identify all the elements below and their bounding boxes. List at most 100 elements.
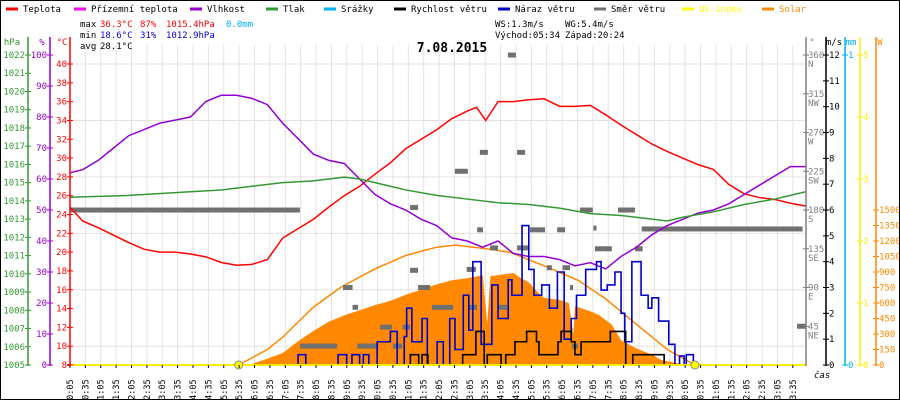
pct-tick-label: 60	[36, 175, 47, 185]
legend-label: Tlak	[283, 5, 305, 15]
solar-tick-label: 900	[879, 268, 895, 278]
wind-axis-unit: m/s	[826, 38, 842, 48]
stats-wg: WG:5.4m/s	[565, 20, 614, 30]
series-line-tlak	[69, 176, 806, 222]
wind-direction-mark	[579, 207, 593, 213]
x-tick-label: 10:35	[389, 379, 399, 400]
temp-tick-label: 32	[56, 135, 67, 145]
x-tick-label: 09:35	[358, 379, 368, 400]
solar-tick-label: 150	[879, 346, 895, 356]
stats-max-hum: 87%	[140, 20, 157, 30]
x-tick-label: 22:35	[758, 379, 768, 400]
axes: 00:05 00:35 01:05 01:35 02:05 02:35 03:05 03:35…	[3, 37, 900, 400]
dir-compass-label: NW	[808, 99, 819, 109]
uv-tick-label: 0	[863, 361, 868, 371]
temp-tick-label: 18	[56, 267, 67, 277]
stats-ws: WS:1.3m/s	[495, 20, 544, 30]
series-layer	[67, 94, 806, 370]
stats-max-label: max	[80, 20, 97, 30]
x-tick-label: 21:05	[712, 379, 722, 400]
wind-tick-label: 2	[829, 309, 834, 319]
temp-tick-label: 34	[56, 116, 67, 126]
dir-tick-label: 135	[808, 245, 824, 255]
x-tick-label: 18:35	[635, 379, 645, 400]
legend-item: UV index	[682, 5, 743, 15]
temp-tick-label: 12	[56, 323, 67, 333]
stats-min-label: min	[80, 31, 96, 41]
wind-direction-mark	[507, 52, 516, 58]
solar-tick-label: 1500	[879, 206, 900, 216]
hpa-tick-label: 1012	[3, 233, 25, 243]
x-tick-label: 01:05	[97, 379, 107, 400]
x-tick-label: 02:05	[127, 379, 137, 400]
legend: Teplota Přízemní teplota Vlhkost Tlak Srážky…	[6, 5, 807, 15]
stats-avg-temp: 28.1°C	[100, 42, 133, 52]
x-tick-label: 05:35	[235, 379, 245, 400]
x-tick-label: 06:05	[251, 379, 261, 400]
legend-label: Teplota	[23, 5, 61, 15]
x-tick-label: 05:05	[220, 379, 230, 400]
x-axis-label: čas	[814, 370, 830, 381]
wind-direction-mark	[379, 324, 392, 330]
legend-item: Rychlost větru	[394, 5, 487, 15]
x-tick-label: 07:35	[297, 379, 307, 400]
stats-max-rain: 0.0mm	[226, 20, 253, 30]
solar-tick-label: 1200	[879, 237, 900, 247]
wind-direction-mark	[634, 246, 643, 252]
rain-axis-unit: mm	[846, 38, 857, 48]
wind-tick-label: 7	[829, 180, 834, 190]
stats-max-press: 1015.4hPa	[166, 20, 215, 30]
dir-compass-label: SE	[808, 254, 819, 264]
x-tick-label: 11:35	[420, 379, 430, 400]
wind-direction-mark	[593, 225, 597, 231]
legend-label: Srážky	[341, 5, 374, 15]
x-tick-label: 18:05	[620, 379, 630, 400]
pct-tick-label: 70	[36, 144, 47, 154]
wind-direction-mark	[797, 323, 806, 329]
x-tick-label: 23:35	[789, 379, 799, 400]
hpa-tick-label: 1009	[3, 288, 25, 298]
wind-tick-label: 5	[829, 232, 834, 242]
legend-label: Směr větru	[611, 5, 665, 15]
dir-compass-label: S	[808, 215, 813, 225]
uv-tick-label: 4	[863, 113, 868, 123]
pct-tick-label: 20	[36, 299, 47, 309]
pct-tick-label: 90	[36, 82, 47, 92]
uv-tick-label: 1	[863, 299, 868, 309]
wind-direction-mark	[594, 246, 612, 252]
x-tick-label: 21:35	[727, 379, 737, 400]
wind-direction-mark	[410, 267, 419, 273]
stats-block: max 36.3°C 87% 1015.4hPa 0.0mm min 18.6°…	[80, 20, 625, 52]
wind-tick-label: 10	[829, 103, 840, 113]
x-tick-label: 00:35	[81, 379, 91, 400]
wind-direction-mark	[418, 285, 431, 291]
x-tick-label: 15:35	[543, 379, 553, 400]
wind-direction-mark	[352, 304, 359, 310]
hpa-tick-label: 1018	[3, 124, 25, 134]
series-line-n-raz-v-tru	[67, 224, 806, 366]
pct-tick-label: 40	[36, 237, 47, 247]
pct-tick-label: 100	[31, 51, 47, 61]
dir-tick-label: 360	[808, 51, 824, 61]
x-tick-label: 20:35	[697, 379, 707, 400]
wind-direction-mark	[454, 168, 468, 174]
hpa-tick-label: 1006	[3, 343, 25, 353]
hpa-axis-unit: hPa	[4, 38, 20, 48]
x-tick-label: 03:35	[174, 379, 184, 400]
x-tick-label: 10:05	[374, 379, 384, 400]
temp-tick-label: 30	[56, 154, 67, 164]
wind-tick-label: 6	[829, 206, 834, 216]
dir-compass-label: NE	[808, 331, 819, 341]
x-tick-label: 15:05	[527, 379, 537, 400]
stats-min-press: 1012.9hPa	[166, 31, 215, 41]
temp-tick-label: 20	[56, 248, 67, 258]
temp-tick-label: 28	[56, 173, 67, 183]
hpa-tick-label: 1005	[3, 361, 25, 371]
legend-label: UV index	[699, 5, 743, 15]
x-tick-label: 20:05	[681, 379, 691, 400]
solar-axis-unit: W	[877, 38, 883, 48]
wind-direction-mark	[546, 265, 552, 271]
wind-direction-mark	[530, 227, 546, 233]
sunset-marker-icon	[690, 360, 700, 370]
